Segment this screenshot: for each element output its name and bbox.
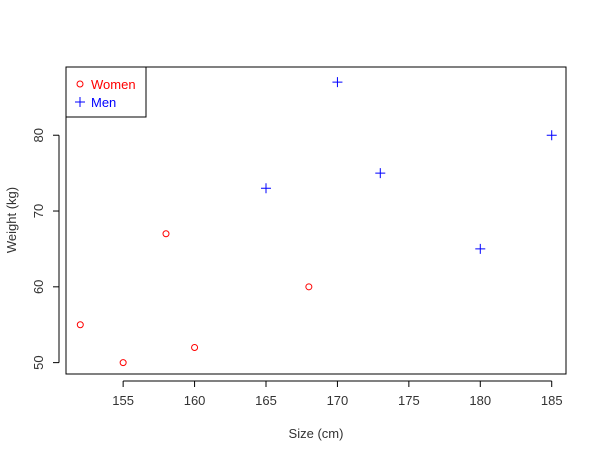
y-tick-label: 60 (31, 280, 46, 294)
x-tick-label: 185 (541, 393, 563, 408)
point-men (546, 130, 557, 141)
x-axis-label: Size (cm) (289, 426, 344, 441)
x-tick-label: 170 (327, 393, 349, 408)
x-axis: 155 160 165 170 175 180 185 (112, 380, 563, 408)
x-tick-label: 160 (184, 393, 206, 408)
y-axis: 50 60 70 80 (31, 128, 60, 370)
point-men (332, 77, 343, 88)
x-tick-label: 180 (469, 393, 491, 408)
legend-circle-marker (76, 80, 84, 88)
legend-item-women: Women (76, 77, 136, 92)
legend-item-men: Men (75, 95, 116, 110)
point-women (162, 230, 170, 238)
legend-label-men: Men (91, 95, 116, 110)
point-men (261, 183, 271, 194)
point-men (375, 168, 386, 179)
legend: Women Men (65, 66, 147, 118)
point-women (305, 283, 313, 291)
plot-frame (65, 66, 567, 375)
x-tick-label: 165 (255, 393, 277, 408)
x-tick-label: 155 (112, 393, 134, 408)
point-women (191, 343, 199, 351)
legend-label-women: Women (91, 77, 136, 92)
x-tick-label: 175 (398, 393, 420, 408)
legend-box (65, 66, 147, 118)
y-tick-label: 50 (31, 355, 46, 369)
legend-plus-marker (75, 97, 85, 107)
point-women (119, 359, 127, 367)
y-axis-label: Weight (kg) (4, 187, 19, 253)
data-points (76, 77, 557, 367)
y-tick-label: 70 (31, 204, 46, 218)
point-women (76, 321, 84, 329)
point-men (475, 243, 486, 254)
y-tick-label: 80 (31, 128, 46, 142)
